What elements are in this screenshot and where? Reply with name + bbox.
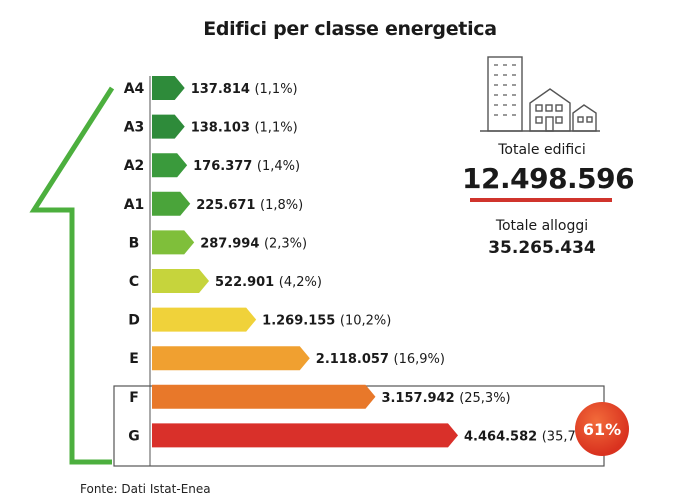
chart-title: Edifici per classe energetica: [203, 18, 497, 40]
bar: [152, 191, 191, 216]
category-label: A3: [124, 120, 145, 136]
bar: [152, 76, 185, 100]
category-label: A1: [124, 197, 145, 213]
total-dwellings-label: Totale alloggi: [495, 218, 589, 234]
data-label: 138.103 (1,1%): [191, 121, 298, 136]
data-label: 176.377 (1,4%): [193, 159, 300, 174]
house-outline: [29, 86, 115, 465]
data-label: 287.994 (2,3%): [200, 236, 307, 251]
data-label: 2.118.057 (16,9%): [316, 352, 445, 367]
category-label: A2: [124, 158, 145, 174]
category-label: B: [129, 235, 140, 251]
category-label: A4: [124, 81, 145, 97]
data-label: 3.157.942 (25,3%): [381, 391, 510, 406]
data-label: 4.464.582 (35,7%): [464, 429, 593, 444]
bar: [152, 114, 185, 139]
category-label: D: [128, 313, 140, 329]
category-label: E: [129, 351, 139, 367]
bar: [152, 230, 195, 255]
total-buildings-value: 12.498.596: [462, 162, 635, 195]
total-dwellings-value: 35.265.434: [488, 238, 596, 258]
total-buildings-label: Totale edifici: [498, 142, 586, 158]
bar: [152, 423, 458, 448]
highlight-percent-badge: 61%: [575, 402, 629, 456]
total-underline: [470, 198, 612, 202]
bar: [152, 307, 257, 332]
data-label: 225.671 (1,8%): [196, 198, 303, 213]
data-label: 137.814 (1,1%): [191, 82, 298, 97]
buildings-icon: [480, 56, 600, 132]
bar: [152, 269, 210, 293]
category-label: C: [129, 274, 139, 290]
source-note: Fonte: Dati Istat-Enea: [80, 482, 211, 496]
bar: [152, 346, 310, 371]
category-label: G: [128, 428, 140, 444]
data-label: 1.269.155 (10,2%): [262, 314, 391, 329]
category-label: F: [129, 390, 139, 406]
bar: [152, 384, 376, 409]
bar: [152, 153, 188, 178]
data-label: 522.901 (4,2%): [215, 275, 322, 290]
